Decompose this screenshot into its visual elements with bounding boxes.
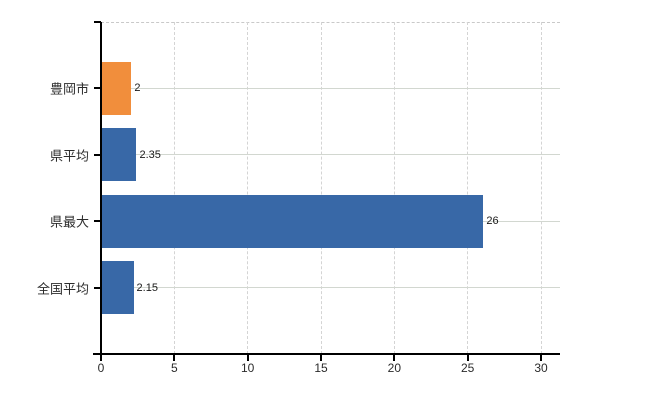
vertical-gridline [320,22,322,354]
x-tick-label: 30 [534,361,548,375]
vertical-gridline [247,22,249,354]
y-axis-tick [94,153,101,156]
y-axis-tick [94,286,101,289]
bar-value-label: 2 [134,82,141,95]
category-label: 県平均 [49,148,89,164]
x-tick-label: 5 [170,361,178,375]
bar-value-label: 2.35 [139,148,161,161]
x-axis-tick [173,354,176,361]
x-axis-tick [466,354,469,361]
vertical-gridline [540,22,542,354]
horizontal-gridline [101,154,560,156]
bar[interactable] [102,261,134,315]
vertical-gridline [173,22,175,354]
x-axis-line [93,353,560,355]
category-label: 県最大 [49,214,89,230]
y-axis-tick [94,220,101,223]
y-axis-tick [94,87,101,90]
x-axis-tick [100,354,102,361]
horizontal-gridline [101,287,560,289]
x-tick-label: 25 [460,361,475,375]
x-axis-tick [246,354,249,361]
y-axis-line [100,22,102,355]
bar[interactable] [102,194,484,248]
category-label: 全国平均 [36,281,89,297]
category-label: 豊岡市 [49,81,89,97]
x-tick-label: 15 [314,361,328,375]
plot-top-border [101,22,560,23]
x-axis-tick [540,354,542,361]
horizontal-gridline [101,87,560,89]
x-axis-tick [320,354,322,361]
bar-value-label: 2.15 [136,281,158,294]
y-axis-tick [94,21,101,23]
bar[interactable] [102,128,137,182]
x-tick-label: 10 [240,361,255,375]
x-tick-label: 20 [387,361,401,375]
bar[interactable] [102,61,132,115]
bar-value-label: 26 [486,215,499,228]
vertical-gridline [393,22,395,354]
x-tick-label: 0 [97,361,105,375]
vertical-gridline [467,22,469,354]
x-axis-tick [393,354,396,361]
